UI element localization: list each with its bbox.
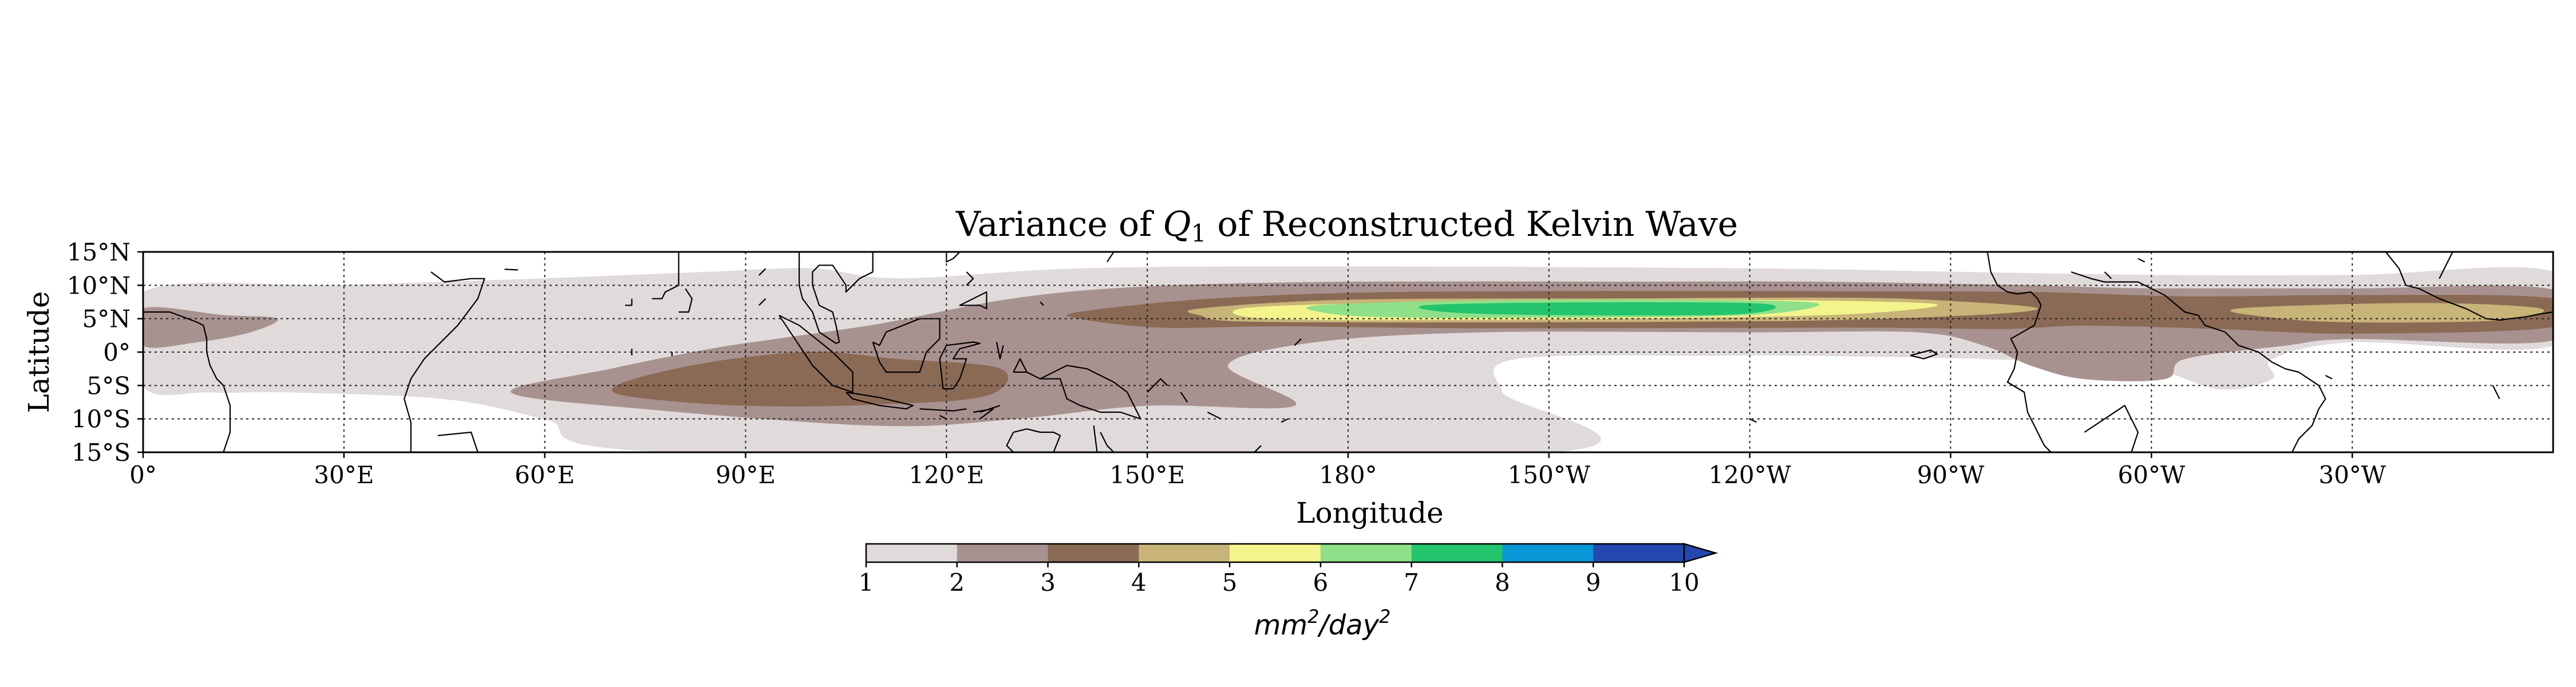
x-tick-label: 30°E	[314, 461, 374, 489]
coastline	[979, 405, 1001, 413]
y-axis-label: Latitude	[22, 291, 56, 413]
coastline	[404, 271, 485, 452]
colorbar-tick-label: 3	[1040, 568, 1056, 597]
coastline	[799, 252, 874, 344]
coastline	[1281, 418, 1289, 423]
coastline	[1749, 418, 1757, 423]
coastline	[651, 252, 679, 299]
x-tick-label: 120°E	[908, 461, 984, 489]
colorbar-cell	[957, 544, 1049, 562]
colorbar-cell	[1502, 544, 1594, 562]
coastlines	[143, 252, 2553, 452]
y-tick-label: 0°	[103, 338, 131, 366]
coastline	[758, 268, 767, 276]
contour-region-level-3	[611, 352, 1009, 407]
colorbar-tick-label: 2	[949, 568, 965, 597]
y-tick-label: 15°S	[72, 439, 131, 467]
map-plot: 0° 30°E 60°E 90°E 120°E 150°E 180° 150°W 120°W 90…	[67, 238, 2554, 489]
colorbar-ticks: 1 2 3 4 5 6 7 8 9 10	[859, 562, 1700, 597]
coastline	[2325, 374, 2333, 380]
coastline	[995, 342, 1004, 360]
coastline	[1294, 338, 1302, 346]
coastline	[1013, 358, 1141, 420]
coastline	[846, 391, 914, 410]
coastline	[437, 431, 479, 452]
x-tick-label: 180°	[1319, 461, 1377, 489]
chart-title: Variance of Q1 of Reconstructed Kelvin W…	[955, 204, 1738, 247]
colorbar-cells	[865, 543, 1718, 563]
colorbar-tick-label: 7	[1404, 568, 1419, 597]
coastline	[1006, 432, 1014, 452]
colorbar-tick-label: 8	[1495, 568, 1510, 597]
colorbar-label: mm2/day2	[1254, 606, 1391, 641]
coastline	[1986, 252, 2052, 452]
colorbar-cell	[1320, 544, 1412, 562]
coastline	[2071, 271, 2326, 452]
coastline	[1013, 428, 1061, 452]
colorbar-cell	[1411, 544, 1503, 562]
coastline	[625, 298, 633, 306]
gridlines	[143, 252, 2553, 452]
x-tick-label: 60°W	[2118, 461, 2186, 489]
coastline	[946, 252, 961, 263]
y-tick-label: 5°N	[82, 305, 131, 333]
coastline	[2084, 405, 2139, 452]
contour-fills	[143, 266, 2553, 452]
colorbar: 1 2 3 4 5 6 7 8 9 10 mm2/day2	[859, 543, 1718, 641]
coastline	[1040, 301, 1044, 306]
coastline	[1207, 412, 1222, 420]
axis-ticks: 0° 30°E 60°E 90°E 120°E 150°E 180° 150°W 120°W 90…	[67, 238, 2387, 489]
x-tick-label: 30°W	[2318, 461, 2386, 489]
colorbar-tick-label: 6	[1313, 568, 1329, 597]
coastline	[973, 408, 994, 420]
colorbar-tick-label: 4	[1131, 568, 1147, 597]
x-axis-label: Longitude	[1296, 496, 1443, 530]
contour-region-level-7	[1419, 302, 1776, 315]
coastline	[1254, 445, 1262, 452]
coastline	[919, 408, 967, 412]
colorbar-cell	[1593, 544, 1685, 562]
coastline	[2439, 252, 2453, 279]
x-tick-label: 90°E	[716, 461, 776, 489]
coastline	[1180, 392, 1188, 403]
x-tick-label: 120°W	[1708, 461, 1791, 489]
colorbar-tick-label: 10	[1669, 568, 1699, 597]
colorbar-cell	[1139, 544, 1230, 562]
y-tick-label: 15°N	[67, 238, 131, 266]
x-tick-label: 150°W	[1508, 461, 1591, 489]
colorbar-frame	[865, 543, 1685, 563]
coastline	[779, 314, 854, 393]
y-tick-label: 5°S	[87, 372, 131, 400]
x-tick-label: 60°E	[515, 461, 575, 489]
x-tick-label: 90°W	[1917, 461, 1985, 489]
y-tick-label: 10°N	[67, 271, 131, 299]
coastline	[1107, 252, 1115, 263]
colorbar-cell	[866, 544, 958, 562]
coastline	[2138, 258, 2146, 263]
coastline	[959, 291, 987, 310]
coastline	[939, 341, 981, 390]
coastline	[2104, 271, 2112, 279]
coastline	[143, 311, 231, 452]
colorbar-tick-label: 1	[859, 568, 874, 597]
y-tick-label: 10°S	[72, 405, 131, 433]
coastline	[758, 298, 767, 306]
coastline	[1147, 378, 1168, 393]
x-tick-label: 0°	[129, 461, 157, 489]
coastline	[2492, 385, 2500, 400]
coastline	[1093, 425, 1098, 452]
coastline	[872, 318, 941, 373]
coastline	[2385, 252, 2553, 321]
coastline	[504, 269, 518, 271]
colorbar-tick-label: 5	[1222, 568, 1238, 597]
colorbar-tick-label: 9	[1586, 568, 1601, 597]
colorbar-extend-arrow	[1683, 543, 1718, 563]
colorbar-cell	[1230, 544, 1321, 562]
coastline	[1100, 432, 1115, 452]
colorbar-cell	[1048, 544, 1139, 562]
coastline	[678, 288, 693, 313]
coastline	[966, 271, 974, 286]
x-tick-label: 150°E	[1109, 461, 1185, 489]
